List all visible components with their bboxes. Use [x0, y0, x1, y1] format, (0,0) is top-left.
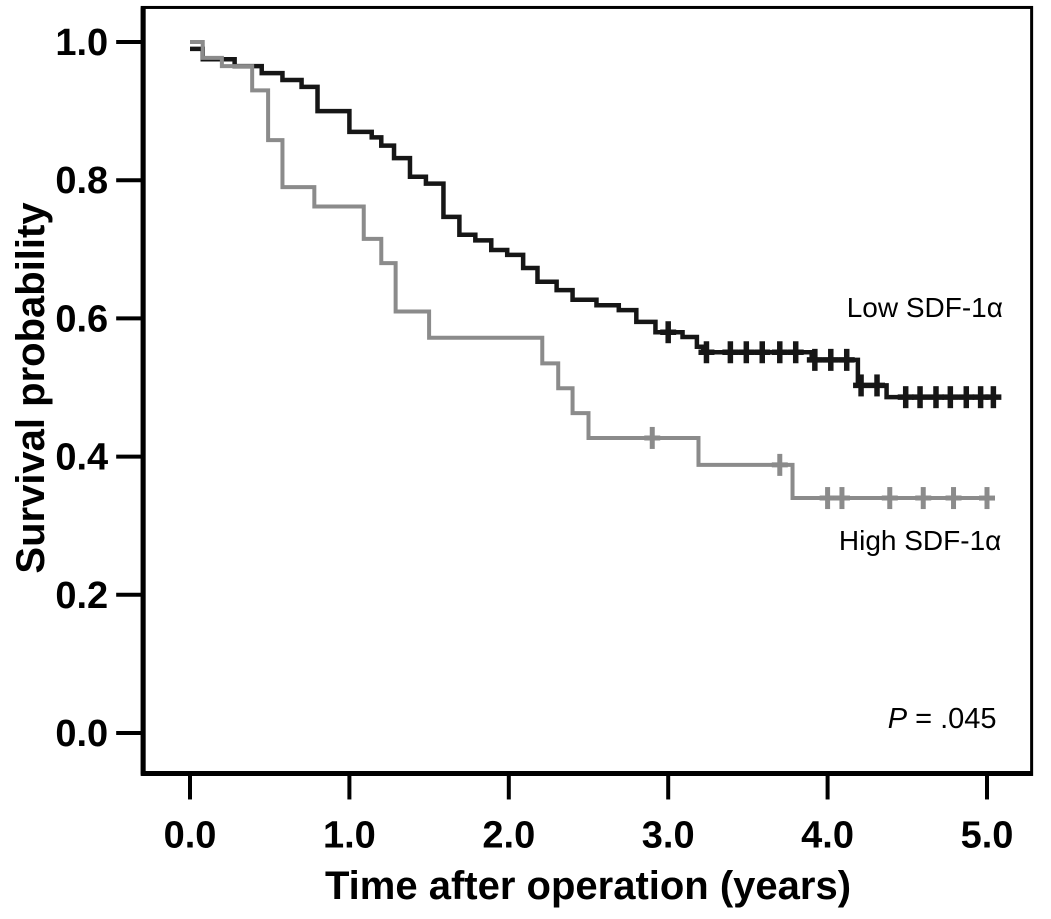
x-tick-label: 1.0: [323, 814, 376, 856]
censor-marks-low-sdf1a: [660, 321, 1002, 409]
y-tick-label: 1.0: [55, 22, 108, 64]
x-tick-label: 4.0: [801, 814, 854, 856]
x-tick-label: 5.0: [961, 814, 1014, 856]
p-value-annotation: P = .045: [888, 703, 997, 735]
series-label-low-sdf1a: Low SDF-1α: [847, 292, 1003, 323]
x-tick-label: 3.0: [642, 814, 695, 856]
curve-high-sdf1a: [190, 40, 991, 501]
censor-marks-high-sdf1a: [644, 426, 995, 510]
y-tick-label: 0.0: [55, 713, 108, 755]
x-tick-label: 0.0: [164, 814, 217, 856]
y-tick-label: 0.6: [55, 298, 108, 340]
plot-frame: [140, 5, 1034, 776]
y-axis-title: Survival probability: [9, 202, 53, 574]
x-tick-label: 2.0: [482, 814, 535, 856]
x-axis-title: Time after operation (years): [325, 864, 851, 908]
y-tick-label: 0.8: [55, 160, 108, 202]
y-tick-label: 0.2: [55, 575, 108, 617]
curve-low-sdf1a: [190, 46, 1000, 400]
series-label-high-sdf1a: High SDF-1α: [839, 525, 1001, 556]
y-tick-label: 0.4: [55, 437, 108, 479]
